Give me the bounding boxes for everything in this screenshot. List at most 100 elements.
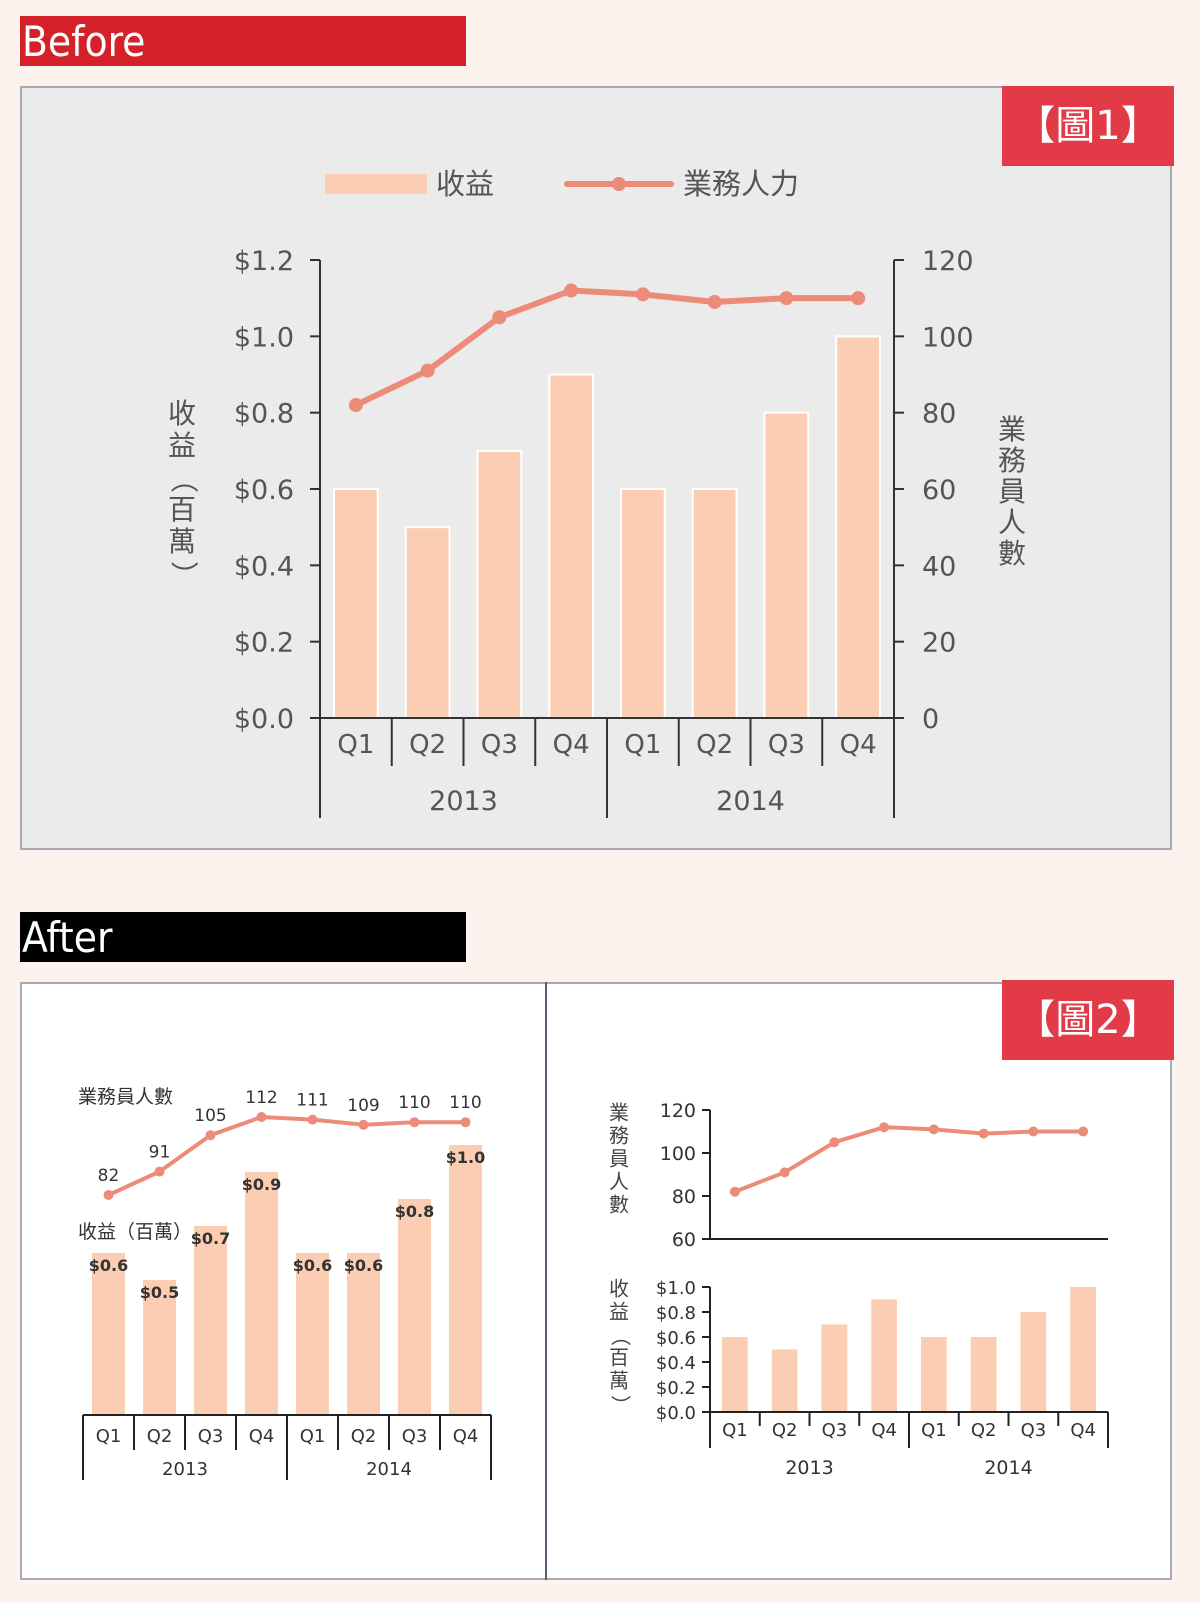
fig2-left-bar-revenue	[347, 1253, 380, 1415]
fig2-bottom-y-tick-label: $1.0	[656, 1278, 696, 1299]
fig2-left-staff-value-label: 112	[245, 1088, 277, 1108]
fig2-bottom-year-label: 2014	[984, 1457, 1032, 1479]
fig2-left-bar-revenue	[92, 1253, 125, 1415]
fig1-staff-line	[354, 287, 859, 408]
fig1-left-tick-label: $0.0	[234, 704, 294, 735]
fig1-left-axis-title-char: ）	[167, 561, 200, 589]
fig1-bar-revenue	[620, 488, 666, 719]
fig2-top-staff-marker	[928, 1124, 939, 1135]
fig2-left-staff-value-label: 82	[98, 1166, 120, 1186]
fig1-left-tick-label: $0.2	[234, 628, 294, 659]
fig2-left-category-label: Q2	[351, 1426, 377, 1447]
fig2-bottom-bar-revenue	[1020, 1312, 1047, 1412]
fig2-left-staff-value-label: 110	[449, 1093, 481, 1113]
fig2-bottom-category-label: Q3	[1021, 1420, 1047, 1441]
after-panel-divider	[545, 982, 547, 1580]
fig2-left-bar-revenue	[398, 1199, 431, 1415]
fig2-left-category-label: Q4	[249, 1426, 275, 1447]
legend-staff-marker	[612, 177, 626, 191]
fig2-bottom-bar-revenue	[970, 1337, 997, 1412]
fig2-top-y-tick-label: 120	[660, 1100, 696, 1122]
fig1-left-tick-label: $0.4	[234, 551, 294, 582]
figure-2-tag: 【圖2】	[1002, 980, 1174, 1060]
fig2-left-bar-revenue	[449, 1145, 482, 1415]
fig2-left-category-label: Q2	[147, 1426, 173, 1447]
fig2-top-y-tick-label: 100	[660, 1143, 696, 1165]
fig1-left-axis-title-char: 益	[168, 429, 196, 462]
fig1-left-tick-label: $1.0	[234, 322, 294, 353]
fig1-left-axis-title-char: （	[167, 465, 200, 493]
fig1-staff-marker	[420, 363, 435, 378]
fig2-left-category-label: Q1	[300, 1426, 326, 1447]
fig1-right-axis-title-char: 務	[998, 444, 1026, 477]
fig1-staff-marker	[492, 310, 507, 325]
fig1-category-label: Q3	[481, 730, 518, 760]
fig1-bar-revenue	[476, 449, 523, 719]
fig1-right-axis-title-char: 人	[998, 506, 1026, 539]
fig1-category-label: Q2	[696, 730, 733, 760]
fig1-right-tick-label: 120	[922, 246, 974, 277]
fig1-year-label: 2013	[429, 786, 498, 817]
fig2-top-staff-marker	[729, 1186, 740, 1197]
fig2-bottom-bar-revenue	[871, 1299, 897, 1412]
fig1-category-label: Q1	[337, 730, 374, 760]
fig2-left-year-label: 2014	[366, 1459, 412, 1480]
fig2-bottom-category-label: Q4	[871, 1420, 897, 1441]
fig2-top-y-tick-label: 60	[672, 1229, 696, 1251]
fig2-left-bar-value-label: $0.6	[344, 1256, 383, 1275]
fig1-bar-revenue	[333, 488, 379, 719]
fig1-staff-marker	[851, 291, 866, 306]
fig2-bottom-y-tick-label: $0.8	[656, 1303, 696, 1324]
fig1-right-tick-label: 40	[922, 551, 956, 582]
fig2-bottom-category-label: Q2	[971, 1420, 997, 1441]
fig1-bar-revenue	[763, 411, 810, 719]
fig2-left-staff-value-label: 91	[149, 1143, 171, 1163]
fig2-left-staff-value-label: 105	[194, 1106, 226, 1126]
fig2-top-staff-marker	[978, 1128, 989, 1139]
fig2-bottom-category-label: Q1	[921, 1420, 947, 1441]
fig2-bottom-y-tick-label: $0.6	[656, 1328, 696, 1349]
fig1-left-tick-label: $0.6	[234, 475, 294, 506]
figure-1-tag: 【圖1】	[1002, 86, 1174, 166]
fig2-bottom-category-label: Q1	[722, 1420, 748, 1441]
fig2-left-bar-value-label: $0.9	[242, 1175, 281, 1194]
fig1-left-tick-label: $1.2	[234, 246, 294, 277]
fig2-left-staff-marker	[256, 1112, 267, 1122]
before-section-label: Before	[20, 16, 466, 66]
fig2-top-axis-title-char: 員	[609, 1147, 629, 1171]
legend-staff-label: 業務人力	[683, 167, 799, 201]
fig2-bottom-category-label: Q2	[772, 1420, 798, 1441]
fig2-left-bar-series-label: 收益（百萬）	[78, 1221, 192, 1243]
fig2-top-axis-title-char: 數	[609, 1193, 629, 1217]
fig2-left-staff-marker	[205, 1130, 216, 1141]
fig2-left-bar-value-label: $0.6	[89, 1256, 128, 1275]
fig2-top-staff-marker	[1078, 1126, 1089, 1137]
fig2-left-staff-marker	[358, 1119, 369, 1130]
fig2-left-bar-value-label: $1.0	[446, 1148, 485, 1167]
fig2-left-category-label: Q3	[198, 1426, 224, 1447]
fig2-bottom-axis-title-char: 百	[609, 1346, 629, 1370]
fig2-left-year-label: 2013	[162, 1459, 208, 1480]
fig2-left-staff-marker	[409, 1117, 420, 1128]
fig2-left-category-label: Q3	[402, 1426, 428, 1447]
fig1-bar-revenue	[404, 526, 451, 720]
fig2-left-bar-revenue	[245, 1172, 278, 1415]
fig2-bottom-bar-revenue	[771, 1349, 798, 1412]
fig1-left-tick-label: $0.8	[234, 399, 294, 430]
fig1-staff-marker	[707, 294, 722, 309]
fig2-left-staff-value-label: 109	[347, 1096, 379, 1116]
fig1-staff-marker	[635, 287, 650, 302]
fig1-bar-revenue	[548, 373, 594, 719]
fig2-left-staff-marker	[103, 1190, 114, 1200]
fig1-staff-marker	[564, 283, 579, 298]
fig2-left-bar-value-label: $0.7	[191, 1229, 230, 1248]
fig2-bottom-bar-revenue	[1070, 1287, 1096, 1412]
fig2-bottom-axis-title-char: 收	[609, 1277, 629, 1301]
fig2-left-line-series-label: 業務員人數	[78, 1086, 173, 1108]
fig1-year-label: 2014	[716, 786, 785, 817]
fig1-right-axis-title-char: 員	[998, 475, 1026, 508]
fig2-left-staff-marker	[307, 1114, 318, 1125]
fig2-left-bar-revenue	[296, 1253, 329, 1415]
fig2-top-staff-marker	[879, 1122, 890, 1133]
